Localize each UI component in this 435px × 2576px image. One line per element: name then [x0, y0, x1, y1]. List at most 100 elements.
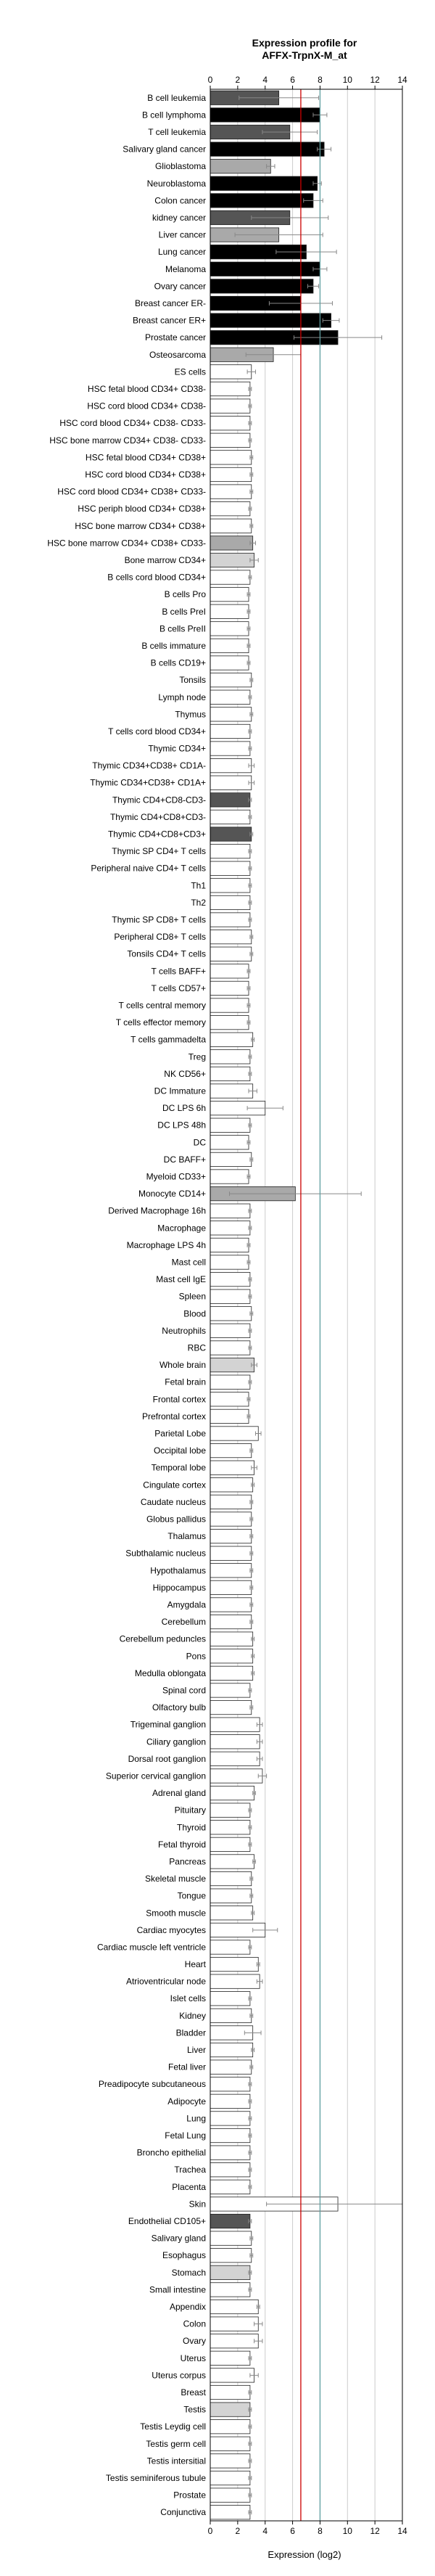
bar	[210, 1906, 254, 1921]
bar	[210, 1032, 254, 1047]
category-label: Olfactory bulb	[152, 1702, 206, 1712]
category-label: Glioblastoma	[155, 161, 206, 171]
bar	[210, 2419, 251, 2435]
x-tick-label: 12	[370, 75, 380, 85]
category-label: Lymph node	[158, 692, 206, 702]
bar	[210, 1665, 254, 1681]
bar	[210, 1854, 254, 1869]
category-label: Caudate nucleus	[141, 1497, 206, 1507]
category-label: HSC fetal blood CD34+ CD38+	[86, 452, 206, 462]
category-label: Skeletal muscle	[145, 1874, 206, 1884]
bar	[210, 2077, 251, 2092]
bar	[210, 1820, 251, 1835]
category-label: Breast cancer ER+	[133, 316, 206, 326]
bar	[210, 141, 325, 157]
category-label: DC BAFF+	[164, 1154, 206, 1165]
bar	[210, 758, 252, 774]
category-label: Testis Leydig cell	[140, 2421, 206, 2432]
category-label: Tonsils	[179, 675, 206, 685]
bar	[210, 1272, 251, 1287]
category-labels: B cell leukemia B cell lymphoma T cell leu…	[47, 93, 206, 2517]
bar	[210, 107, 320, 123]
bar	[210, 826, 252, 842]
bar	[210, 1529, 252, 1544]
category-label: HSC bone marrow CD34+ CD38+	[75, 521, 206, 531]
bar	[210, 2042, 254, 2058]
bar	[210, 2128, 251, 2144]
top-axis: 0 2 4 6 8 10 12 14	[208, 75, 407, 89]
category-label: Trigeminal ganglion	[130, 1720, 206, 1730]
bar	[210, 655, 249, 670]
bar	[210, 930, 252, 945]
bar	[210, 964, 249, 979]
category-label: Testis germ cell	[146, 2439, 206, 2449]
bar	[210, 1255, 249, 1270]
bar	[210, 1597, 252, 1612]
bar	[210, 1477, 254, 1493]
bar	[210, 689, 251, 705]
bar	[210, 2008, 252, 2023]
category-label: Breast cancer ER-	[135, 298, 206, 308]
category-label: Thymic SP CD8+ T cells	[112, 915, 206, 925]
category-label: Derived Macrophage 16h	[108, 1206, 206, 1216]
bar	[210, 1066, 251, 1081]
category-label: Appendix	[170, 2302, 206, 2312]
category-label: Fetal liver	[168, 2062, 206, 2072]
x-tick-label: 6	[290, 75, 295, 85]
bar	[210, 741, 251, 756]
category-label: Thymic CD34+	[148, 744, 206, 754]
bar	[210, 1974, 260, 1989]
bar	[210, 2384, 251, 2400]
category-label: Skin	[189, 2199, 206, 2209]
category-label: Fetal Lung	[165, 2130, 206, 2141]
bar	[210, 912, 251, 927]
bar	[210, 1323, 251, 1338]
category-label: Th2	[191, 898, 206, 908]
bar	[210, 844, 251, 859]
category-label: Cardiac myocytes	[137, 1925, 206, 1935]
bar	[210, 604, 249, 619]
x-tick-label: 10	[343, 2526, 353, 2536]
category-label: Endothelial CD105+	[128, 2216, 206, 2226]
bar	[210, 878, 251, 893]
category-label: Mast cell	[172, 1258, 206, 1268]
category-label: Medulla oblongata	[135, 1668, 206, 1678]
bar	[210, 2487, 251, 2503]
bar	[210, 2282, 251, 2297]
bar	[210, 501, 251, 517]
bar	[210, 432, 251, 448]
bar	[210, 2111, 251, 2126]
category-label: Esophagus	[162, 2250, 206, 2260]
bar	[210, 1649, 254, 1664]
category-label: Fetal brain	[165, 1377, 206, 1387]
category-label: Thymic CD4+CD8+CD3-	[110, 812, 206, 822]
category-label: Temporal lobe	[152, 1463, 207, 1473]
category-label: Hypothalamus	[150, 1565, 206, 1575]
bar	[210, 2231, 252, 2246]
category-label: Macrophage	[157, 1223, 206, 1233]
category-label: Ciliary ganglion	[146, 1736, 206, 1747]
bottom-axis: 0 2 4 6 8 10 12 14	[208, 2521, 407, 2536]
category-label: Frontal cortex	[153, 1394, 206, 1404]
bar	[210, 1888, 252, 1903]
bar	[210, 809, 251, 825]
bar	[210, 1015, 249, 1030]
bar	[210, 1135, 249, 1150]
category-label: Lung cancer	[158, 247, 206, 257]
bar	[210, 518, 252, 533]
category-label: Cerebellum peduncles	[120, 1634, 206, 1644]
category-label: Monocyte CD14+	[138, 1189, 206, 1199]
category-label: B cell leukemia	[147, 93, 206, 103]
category-label: Spleen	[179, 1292, 206, 1302]
category-label: Stomach	[172, 2268, 206, 2278]
category-label: Amygdala	[167, 1599, 207, 1609]
bar	[210, 792, 251, 808]
category-label: Thymic CD4+CD8+CD3+	[108, 829, 206, 840]
bar	[210, 1340, 251, 1355]
bar	[210, 673, 252, 688]
category-label: Prostate	[173, 2490, 206, 2501]
bar	[210, 2265, 251, 2280]
bar	[210, 2350, 251, 2366]
category-label: ES cells	[175, 366, 206, 377]
